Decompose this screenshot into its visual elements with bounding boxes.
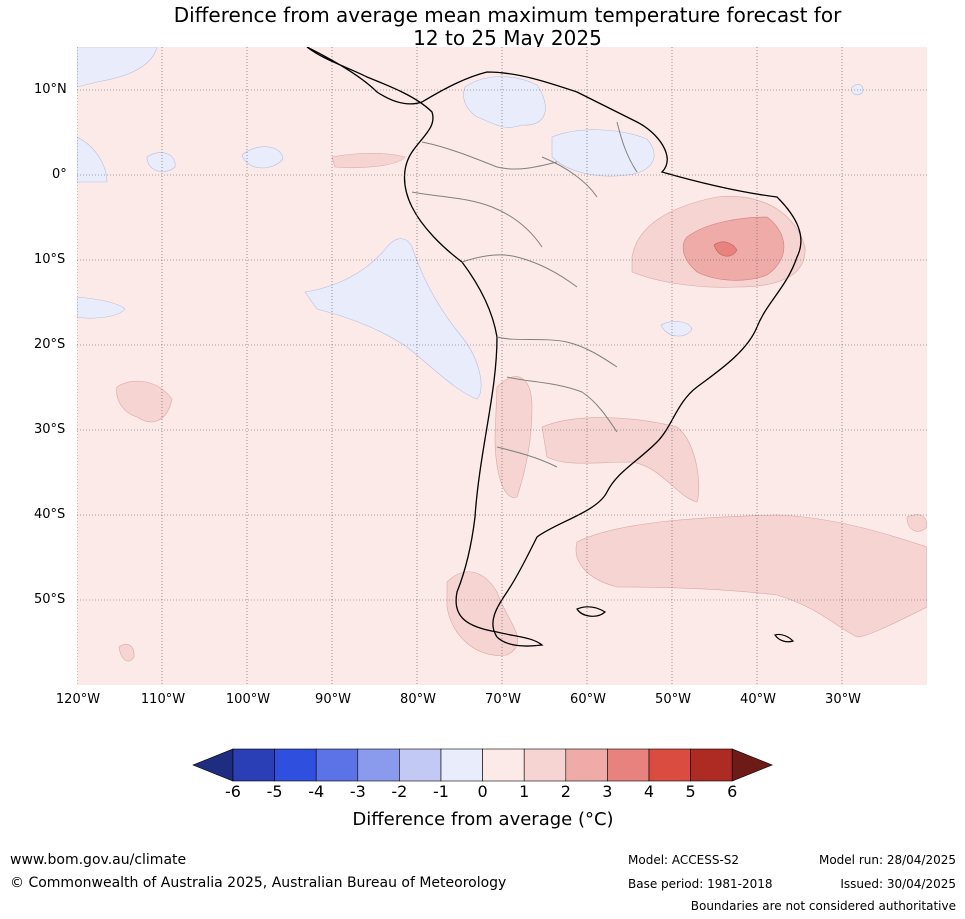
warm-anomaly-south-atlantic [575,514,927,638]
issued-text: Issued: 30/04/2025 [840,877,956,891]
cool-anomaly-venezuela [463,76,546,128]
cool-anomaly-pacific-north [77,47,158,88]
colorbar-segment [232,748,275,782]
colorbar-segment [482,748,525,782]
map-svg [77,47,927,685]
country-borders [411,121,638,468]
lon-label-110w: 110°W [140,692,186,707]
lon-label-80w: 80°W [400,692,436,707]
colorbar-tick-label: -3 [349,782,366,801]
colorbar-label: Difference from average (°C) [352,809,614,830]
lat-label-10n: 10°N [34,82,67,97]
warm-anomaly-pacific-south [118,644,135,662]
map-title: Difference from average mean maximum tem… [0,4,965,50]
colorbar-tick-label: -4 [308,782,325,801]
lon-label-60w: 60°W [570,692,606,707]
colorbar-segment [690,748,733,782]
lat-label-10s: 10°S [34,252,66,267]
south-america-coastline [306,47,802,647]
lat-label-20s: 20°S [34,337,66,352]
colorbar-extend-high [731,748,774,782]
lon-label-70w: 70°W [485,692,521,707]
colorbar-tick-label: 0 [477,782,488,801]
cool-anomaly-pacific-equator [77,136,108,183]
lat-label-50s: 50°S [34,592,66,607]
lat-label-40s: 40°S [34,507,66,522]
lat-label-30s: 30°S [34,422,66,437]
colorbar-segment [607,748,650,782]
colorbar-segment [315,748,359,782]
graticule [77,47,927,685]
falkland-islands [576,606,607,617]
copyright-text: © Commonwealth of Australia 2025, Austra… [10,875,507,891]
colorbar-tick-label: -5 [266,782,283,801]
cool-anomaly-pacific-small-1 [146,152,176,172]
colorbar [192,748,774,782]
colorbar-tick-label: 4 [643,782,655,801]
lon-label-120w: 120°W [55,692,101,707]
title-line-2: 12 to 25 May 2025 [413,26,602,50]
warm-anomaly-equatorial-strip [331,152,406,168]
colorbar-segment [565,748,608,782]
colorbar-tick-label: -1 [433,782,449,801]
lon-label-40w: 40°W [740,692,776,707]
lon-label-30w: 30°W [825,692,861,707]
lon-label-50w: 50°W [655,692,691,707]
colorbar-tick-label: 5 [685,782,696,801]
colorbar-tick-label: -6 [225,782,241,801]
warm-anomaly-pacific-southwest [116,380,173,423]
colorbar-tick-label: -2 [391,782,408,801]
lon-label-90w: 90°W [315,692,351,707]
colorbar-segment [399,748,442,782]
disclaimer-text: Boundaries are not considered authoritat… [690,899,956,913]
cool-anomaly-brazil-small [660,321,693,337]
website-link[interactable]: www.bom.gov.au/climate [10,852,187,868]
title-line-1: Difference from average mean maximum tem… [173,3,842,27]
cool-anomaly-atlantic-north [851,84,864,96]
colorbar-segment [648,748,691,782]
warmest-anomaly-brazil-core [713,241,738,257]
colorbar-segment [440,748,483,782]
cool-anomaly-pacific-small-2 [241,146,284,169]
colorbar-tick-label: 3 [602,782,613,801]
model-text: Model: ACCESS-S2 [628,853,740,867]
colorbar-segment [523,748,567,782]
colorbar-segment [274,748,317,782]
base-period-text: Base period: 1981-2018 [628,877,773,891]
lon-label-100w: 100°W [225,692,271,707]
colorbar-tick-label: 2 [560,782,571,801]
colorbar-segment [357,748,400,782]
colorbar-tick-label: 6 [727,782,738,801]
colorbar-tick-label: 1 [519,782,530,801]
cool-anomaly-peru-offshore [304,238,482,400]
south-georgia [774,633,795,643]
warm-anomaly-argentina-north [494,376,533,498]
cool-anomaly-guianas [551,129,655,177]
map-area [77,47,927,685]
lat-label-0: 0° [52,167,67,182]
cool-anomaly-pacific-west [77,296,126,319]
warm-anomaly-atlantic-east [906,514,927,532]
colorbar-extend-low [192,748,234,782]
model-run-text: Model run: 28/04/2025 [818,853,956,867]
